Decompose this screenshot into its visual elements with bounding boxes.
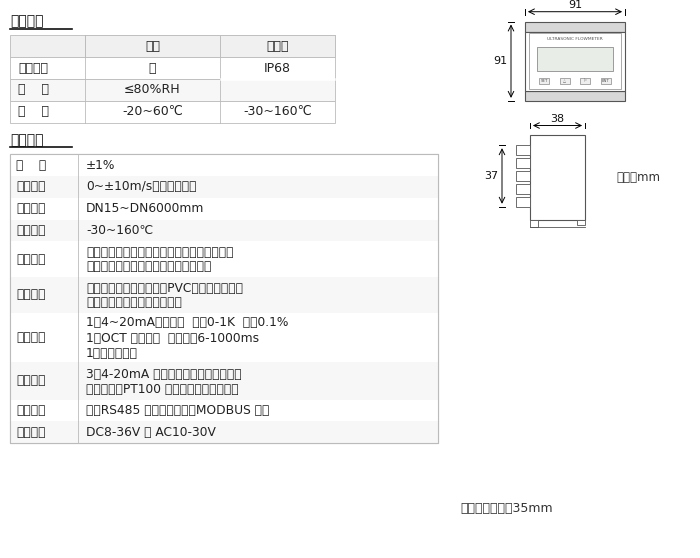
Text: DN15~DN6000mm: DN15~DN6000mm bbox=[86, 202, 204, 215]
Text: 1路OCT 脉冲输出  脉冲宽度6-1000ms: 1路OCT 脉冲输出 脉冲宽度6-1000ms bbox=[86, 332, 259, 345]
Text: 防护等级: 防护等级 bbox=[18, 61, 48, 75]
Text: 一切质密的管道，允许有衬里: 一切质密的管道，允许有衬里 bbox=[86, 296, 182, 309]
Bar bbox=[220, 36, 335, 57]
Text: -30~160℃: -30~160℃ bbox=[86, 224, 153, 237]
Text: 3路4-20mA 电流输入，可做数据采集器: 3路4-20mA 电流输入，可做数据采集器 bbox=[86, 368, 241, 381]
Bar bbox=[10, 154, 438, 176]
Bar bbox=[10, 219, 438, 241]
Text: 信号输出: 信号输出 bbox=[16, 331, 46, 344]
Bar bbox=[530, 219, 538, 228]
Bar bbox=[516, 171, 530, 181]
Bar bbox=[560, 78, 570, 84]
Text: -20~60℃: -20~60℃ bbox=[122, 105, 183, 118]
Bar bbox=[580, 78, 590, 84]
Text: 油类等能传导超声波的单一均匀液体。: 油类等能传导超声波的单一均匀液体。 bbox=[86, 261, 211, 273]
Text: IP68: IP68 bbox=[264, 61, 291, 75]
Bar bbox=[516, 197, 530, 206]
Bar bbox=[529, 33, 621, 89]
Text: 通信接口: 通信接口 bbox=[16, 404, 46, 417]
Bar bbox=[516, 145, 530, 155]
Text: △: △ bbox=[564, 79, 566, 83]
Text: 1路4~20mA电流输出  阻抗0-1K  精度0.1%: 1路4~20mA电流输出 阻抗0-1K 精度0.1% bbox=[86, 316, 288, 329]
Bar bbox=[10, 101, 335, 123]
Text: 管道口径: 管道口径 bbox=[16, 202, 46, 215]
Text: -30~160℃: -30~160℃ bbox=[243, 105, 312, 118]
Text: 91: 91 bbox=[568, 0, 582, 10]
Text: 流速范围: 流速范围 bbox=[16, 180, 46, 194]
Bar bbox=[10, 421, 438, 443]
Bar bbox=[10, 198, 438, 219]
Text: ULTRASONIC FLOWMETER: ULTRASONIC FLOWMETER bbox=[547, 37, 603, 41]
Text: 无: 无 bbox=[148, 61, 156, 75]
Bar bbox=[10, 79, 335, 101]
Text: 管道材质: 管道材质 bbox=[16, 288, 46, 301]
Bar bbox=[10, 312, 438, 362]
Text: ▷: ▷ bbox=[584, 79, 587, 83]
Text: 连接三线制PT100 铂电阻，实现热量测量: 连接三线制PT100 铂电阻，实现热量测量 bbox=[86, 383, 239, 396]
Text: ENT: ENT bbox=[602, 79, 610, 83]
Text: 1路继电器输出: 1路继电器输出 bbox=[86, 347, 138, 360]
Bar bbox=[525, 31, 625, 91]
Text: 0~±10m/s，正反向测量: 0~±10m/s，正反向测量 bbox=[86, 180, 197, 194]
Text: ≤80%RH: ≤80%RH bbox=[124, 83, 181, 97]
Text: 单位：mm: 单位：mm bbox=[616, 171, 660, 184]
Text: 传感器: 传感器 bbox=[266, 40, 288, 53]
Bar bbox=[10, 362, 438, 400]
Bar bbox=[525, 91, 625, 101]
Text: 流体种类: 流体种类 bbox=[16, 253, 46, 266]
Bar bbox=[10, 154, 438, 443]
Bar bbox=[10, 241, 438, 277]
Text: 流体温度: 流体温度 bbox=[16, 224, 46, 237]
Bar bbox=[516, 158, 530, 168]
Text: 37: 37 bbox=[484, 171, 498, 181]
Text: 水、海水、污水、酸碱液、酒精、啤酒、各类: 水、海水、污水、酸碱液、酒精、啤酒、各类 bbox=[86, 246, 234, 259]
Bar bbox=[601, 78, 610, 84]
Text: ±1%: ±1% bbox=[86, 158, 116, 172]
Text: 工作环境: 工作环境 bbox=[10, 15, 43, 28]
Bar bbox=[10, 176, 438, 198]
Bar bbox=[577, 219, 585, 225]
Bar bbox=[10, 400, 438, 421]
Text: 主机: 主机 bbox=[145, 40, 160, 53]
Text: SET: SET bbox=[540, 79, 548, 83]
Bar bbox=[85, 36, 220, 57]
Bar bbox=[538, 47, 612, 71]
Bar bbox=[10, 57, 335, 79]
Text: 信号输入: 信号输入 bbox=[16, 374, 46, 387]
Bar bbox=[540, 78, 550, 84]
Text: 供电方式: 供电方式 bbox=[16, 426, 46, 439]
Text: DC8-36V 或 AC10-30V: DC8-36V 或 AC10-30V bbox=[86, 426, 216, 439]
Text: 38: 38 bbox=[550, 114, 565, 123]
Text: 隔离RS485 串行接口，支持MODBUS 协议: 隔离RS485 串行接口，支持MODBUS 协议 bbox=[86, 404, 270, 417]
Bar bbox=[516, 184, 530, 194]
Text: 91: 91 bbox=[493, 56, 507, 66]
Bar bbox=[10, 36, 335, 57]
Text: 湿    度: 湿 度 bbox=[18, 83, 49, 97]
Text: 精    度: 精 度 bbox=[16, 158, 46, 172]
Bar bbox=[525, 22, 625, 31]
Text: 温    度: 温 度 bbox=[18, 105, 49, 118]
Bar bbox=[10, 277, 438, 312]
Bar bbox=[530, 136, 585, 219]
Text: 钢、不锈钢、铸铁、铜、PVC、铝、玻璃钢等: 钢、不锈钢、铸铁、铜、PVC、铝、玻璃钢等 bbox=[86, 282, 243, 295]
Text: 适用导轨宽度：35mm: 适用导轨宽度：35mm bbox=[460, 502, 552, 515]
Bar bbox=[10, 154, 438, 443]
Text: 基本参数: 基本参数 bbox=[10, 133, 43, 147]
